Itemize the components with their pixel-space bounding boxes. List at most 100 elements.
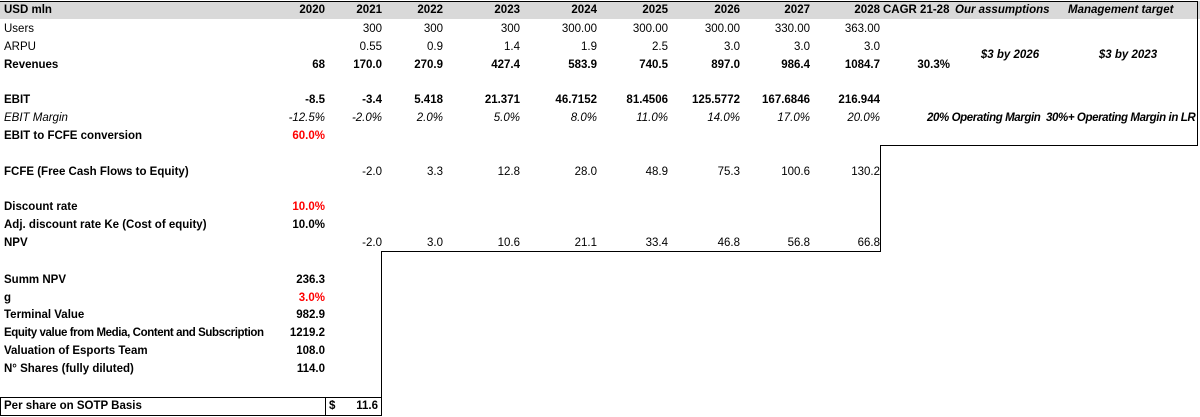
revenues-2028[interactable]: 1084.7 <box>844 59 880 71</box>
equity-value[interactable]: 1219.2 <box>289 327 325 339</box>
summ-npv-value[interactable]: 236.3 <box>296 274 325 286</box>
ebit-margin-2021[interactable]: -2.0% <box>351 112 382 124</box>
users-2025[interactable]: 300.00 <box>632 23 668 35</box>
ebit-label[interactable]: EBIT <box>4 94 31 106</box>
equity-label[interactable]: Equity value from Media, Content and Sub… <box>4 327 264 339</box>
fcfe-2023[interactable]: 12.8 <box>497 166 520 178</box>
arpu-2024[interactable]: 1.9 <box>581 41 597 53</box>
ebit-margin-2023[interactable]: 5.0% <box>493 112 520 124</box>
header-year-2028[interactable]: 2028 <box>854 4 880 16</box>
ebit-2026[interactable]: 125.5772 <box>692 94 740 106</box>
g-label[interactable]: g <box>4 292 12 304</box>
header-label[interactable]: USD mln <box>4 4 52 16</box>
users-label[interactable]: Users <box>4 23 35 35</box>
header-assumptions[interactable]: Our assumptions <box>955 4 1050 16</box>
arpu-2021[interactable]: 0.55 <box>359 41 382 53</box>
terminal-label[interactable]: Terminal Value <box>4 309 85 321</box>
terminal-value[interactable]: 982.9 <box>296 309 325 321</box>
users-2022[interactable]: 300 <box>423 23 443 35</box>
revenues-2021[interactable]: 170.0 <box>353 59 382 71</box>
esports-label[interactable]: Valuation of Esports Team <box>4 345 148 357</box>
header-year-2024[interactable]: 2024 <box>571 4 597 16</box>
revenues-2025[interactable]: 740.5 <box>639 59 668 71</box>
ebit-fcfe-label[interactable]: EBIT to FCFE conversion <box>4 130 143 142</box>
adj-discount-value[interactable]: 10.0% <box>292 219 325 231</box>
header-year-2020[interactable]: 2020 <box>299 4 325 16</box>
fcfe-2022[interactable]: 3.3 <box>427 166 443 178</box>
fcfe-label[interactable]: FCFE (Free Cash Flows to Equity) <box>4 166 189 178</box>
revenues-2022[interactable]: 270.9 <box>414 59 443 71</box>
fcfe-2024[interactable]: 28.0 <box>574 166 597 178</box>
npv-2024[interactable]: 21.1 <box>574 237 597 249</box>
ebit-2022[interactable]: 5.418 <box>414 94 443 106</box>
ebit-2020[interactable]: -8.5 <box>305 94 325 106</box>
header-management[interactable]: Management target <box>1068 4 1174 16</box>
ebit-margin-assumption[interactable]: 20% Operating Margin <box>927 112 1041 124</box>
ebit-margin-2020[interactable]: -12.5% <box>288 112 325 124</box>
arpu-2027[interactable]: 3.0 <box>794 41 810 53</box>
ebit-margin-label[interactable]: EBIT Margin <box>4 112 68 124</box>
ebit-margin-2024[interactable]: 8.0% <box>570 112 597 124</box>
revenues-2023[interactable]: 427.4 <box>491 59 520 71</box>
header-year-2026[interactable]: 2026 <box>714 4 740 16</box>
ebit-margin-2022[interactable]: 2.0% <box>416 112 443 124</box>
ebit-margin-management[interactable]: 30%+ Operating Margin in LR <box>1046 112 1196 124</box>
users-2024[interactable]: 300.00 <box>561 23 597 35</box>
revenues-2026[interactable]: 897.0 <box>711 59 740 71</box>
header-year-2027[interactable]: 2027 <box>784 4 810 16</box>
ebit-2021[interactable]: -3.4 <box>362 94 382 106</box>
npv-2021[interactable]: -2.0 <box>362 237 382 249</box>
npv-2028[interactable]: 66.8 <box>857 237 880 249</box>
per-share-label[interactable]: Per share on SOTP Basis <box>4 400 142 412</box>
ebit-margin-2028[interactable]: 20.0% <box>847 112 880 124</box>
ebit-margin-2027[interactable]: 17.0% <box>777 112 810 124</box>
arpu-2028[interactable]: 3.0 <box>864 41 880 53</box>
ebit-2027[interactable]: 167.6846 <box>762 94 810 106</box>
revenues-2024[interactable]: 583.9 <box>568 59 597 71</box>
revenues-cagr[interactable]: 30.3% <box>917 59 950 71</box>
revenues-2027[interactable]: 986.4 <box>781 59 810 71</box>
npv-label[interactable]: NPV <box>4 237 28 249</box>
ebit-margin-2026[interactable]: 14.0% <box>707 112 740 124</box>
arpu-assumption[interactable]: $3 by 2026 <box>980 49 1040 61</box>
npv-2027[interactable]: 56.8 <box>787 237 810 249</box>
arpu-2023[interactable]: 1.4 <box>504 41 520 53</box>
users-2028[interactable]: 363.00 <box>844 23 880 35</box>
header-cagr[interactable]: CAGR 21-28 <box>883 4 950 16</box>
shares-label[interactable]: N° Shares (fully diluted) <box>4 363 134 375</box>
header-year-2025[interactable]: 2025 <box>642 4 668 16</box>
npv-2022[interactable]: 3.0 <box>427 237 443 249</box>
header-year-2021[interactable]: 2021 <box>356 4 382 16</box>
per-share-currency[interactable]: $ <box>329 400 336 412</box>
discount-label[interactable]: Discount rate <box>4 201 78 213</box>
esports-value[interactable]: 108.0 <box>296 345 325 357</box>
arpu-2025[interactable]: 2.5 <box>652 41 668 53</box>
arpu-2022[interactable]: 0.9 <box>427 41 443 53</box>
users-2026[interactable]: 300.00 <box>704 23 740 35</box>
users-2027[interactable]: 330.00 <box>774 23 810 35</box>
arpu-2026[interactable]: 3.0 <box>724 41 740 53</box>
users-2021[interactable]: 300 <box>362 23 382 35</box>
header-year-2022[interactable]: 2022 <box>417 4 443 16</box>
revenues-label[interactable]: Revenues <box>4 59 59 71</box>
fcfe-2021[interactable]: -2.0 <box>362 166 382 178</box>
npv-2023[interactable]: 10.6 <box>497 237 520 249</box>
discount-value[interactable]: 10.0% <box>292 201 325 213</box>
fcfe-2026[interactable]: 75.3 <box>717 166 740 178</box>
ebit-2023[interactable]: 21.371 <box>484 94 520 106</box>
ebit-2028[interactable]: 216.944 <box>838 94 880 106</box>
adj-discount-label[interactable]: Adj. discount rate Ke (Cost of equity) <box>4 219 207 231</box>
fcfe-2027[interactable]: 100.6 <box>781 166 810 178</box>
users-2023[interactable]: 300 <box>500 23 520 35</box>
summ-npv-label[interactable]: Summ NPV <box>4 274 66 286</box>
ebit-2024[interactable]: 46.7152 <box>555 94 597 106</box>
fcfe-2028[interactable]: 130.2 <box>851 166 880 178</box>
header-year-2023[interactable]: 2023 <box>494 4 520 16</box>
ebit-fcfe-value[interactable]: 60.0% <box>292 130 325 142</box>
shares-value[interactable]: 114.0 <box>296 363 325 375</box>
revenues-2020[interactable]: 68 <box>312 59 325 71</box>
arpu-management[interactable]: $3 by 2023 <box>1098 49 1158 61</box>
arpu-label[interactable]: ARPU <box>4 41 36 53</box>
per-share-value[interactable]: 11.6 <box>356 400 378 412</box>
ebit-2025[interactable]: 81.4506 <box>626 94 668 106</box>
